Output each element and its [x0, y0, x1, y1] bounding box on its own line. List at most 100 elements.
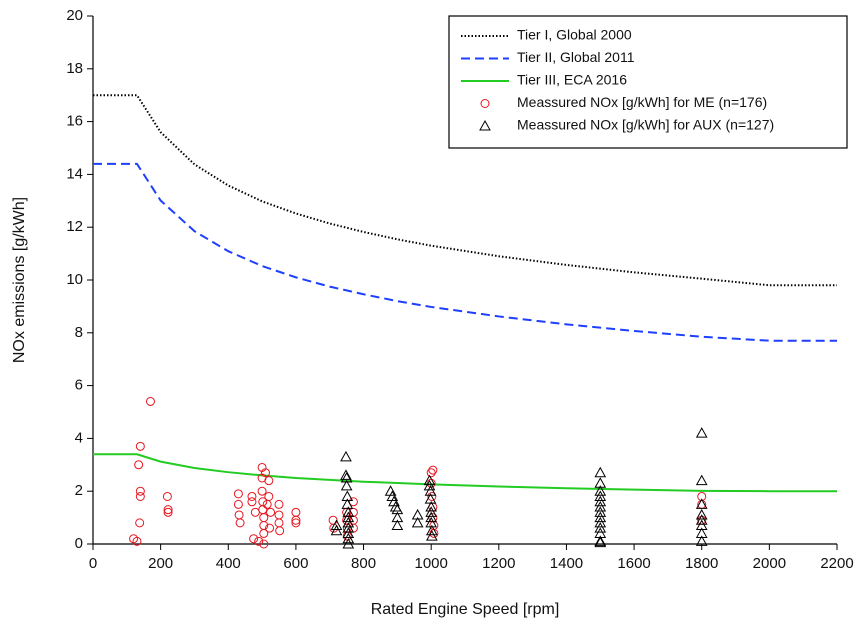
x-tick-label: 1600 — [617, 555, 650, 572]
scatter-point — [391, 519, 404, 531]
scatter-point — [247, 497, 257, 507]
scatter-point — [330, 524, 343, 536]
scatter-point — [135, 441, 145, 451]
scatter-point — [132, 536, 142, 546]
x-tick-label: 2200 — [820, 555, 853, 572]
y-tick-label: 20 — [66, 7, 83, 24]
scatter-point — [425, 511, 438, 523]
scatter-point — [695, 508, 708, 520]
scatter-point — [424, 485, 437, 496]
scatter-point — [234, 510, 244, 520]
scatter-point — [330, 519, 343, 531]
scatter-point — [594, 536, 607, 548]
scatter-point — [425, 506, 438, 517]
scatter-point — [426, 524, 438, 536]
legend-marker — [479, 119, 491, 131]
x-tick-label: 1000 — [414, 555, 447, 572]
legend: Tier I, Global 2000 Tier II, Global 2011 T… — [448, 15, 848, 149]
x-tick-label: 2000 — [753, 555, 786, 572]
scatter-point — [257, 486, 267, 496]
scatter-point — [259, 513, 269, 523]
scatter-point — [342, 506, 355, 517]
legend-label: Tier I, Global 2000 — [517, 27, 632, 43]
scatter-point — [594, 490, 607, 501]
y-tick-label: 6 — [75, 377, 83, 394]
scatter-point — [249, 534, 259, 544]
scatter-point — [258, 505, 268, 515]
scatter-point — [254, 536, 264, 546]
scatter-point — [291, 507, 301, 517]
scatter-point — [594, 506, 607, 517]
scatter-point — [235, 518, 245, 528]
scatter-point — [340, 450, 352, 462]
scatter-point — [342, 516, 355, 528]
y-tick-label: 12 — [66, 218, 83, 235]
scatter-point — [391, 503, 404, 515]
scatter-point — [265, 523, 275, 533]
scatter-point — [594, 511, 607, 523]
legend-label: Tier III, ECA 2016 — [517, 72, 627, 88]
scatter-point — [594, 522, 607, 533]
scatter-point — [594, 466, 607, 478]
scatter-point — [264, 491, 274, 501]
scatter-point — [162, 491, 172, 501]
y-tick-label: 4 — [75, 429, 83, 446]
tier-line — [93, 453, 837, 493]
scatter-point — [291, 515, 301, 525]
scatter-point — [342, 537, 355, 549]
scatter-point — [348, 497, 358, 507]
scatter-point — [594, 535, 607, 546]
y-tick-label: 8 — [75, 324, 83, 341]
scatter-point — [425, 501, 438, 512]
scatter-point — [135, 518, 145, 528]
scatter-point — [427, 491, 437, 501]
scatter-point — [391, 511, 404, 523]
scatter-point — [163, 505, 173, 515]
scatter-point — [695, 427, 708, 438]
scatter-point — [250, 507, 260, 517]
legend-marker — [480, 99, 490, 108]
scatter-point — [428, 465, 438, 475]
legend-label: Meassured NOx [g/kWh] for AUX (n=127) — [517, 117, 774, 133]
scatter-point — [695, 527, 708, 538]
x-tick-label: 1800 — [685, 555, 718, 572]
scatter-point — [695, 514, 708, 525]
scatter-point — [695, 498, 708, 509]
scatter-point — [259, 539, 269, 549]
scatter-point — [340, 471, 353, 483]
y-tick-label: 10 — [66, 271, 83, 288]
scatter-point — [247, 491, 257, 501]
scatter-point — [340, 469, 352, 480]
y-axis-label: NOx emissions [g/kWh] — [11, 197, 28, 363]
scatter-point — [274, 510, 284, 520]
legend-box — [448, 15, 848, 149]
x-tick-label: 800 — [351, 555, 376, 572]
scatter-point — [342, 511, 355, 523]
scatter-point — [259, 528, 269, 538]
scatter-point — [423, 474, 436, 486]
scatter-point — [411, 508, 424, 520]
x-axis-label: Rated Engine Speed [rpm] — [371, 601, 560, 618]
scatter-point — [423, 479, 436, 491]
x-tick-label: 1200 — [482, 555, 515, 572]
x-tick-label: 0 — [89, 555, 97, 572]
scatter-point — [342, 522, 355, 533]
scatter-point — [426, 468, 436, 478]
scatter-point — [340, 479, 353, 491]
scatter-point — [342, 532, 355, 544]
tier-line — [93, 162, 837, 342]
scatter-point — [426, 530, 438, 541]
scatter-point — [266, 507, 276, 517]
scatter-point — [594, 501, 607, 512]
x-tick-label: 400 — [216, 555, 241, 572]
scatter-point — [695, 519, 708, 531]
scatter-point — [328, 515, 338, 525]
legend-label: Tier II, Global 2011 — [517, 49, 635, 65]
x-tick-label: 600 — [283, 555, 308, 572]
scatter-point — [135, 491, 145, 501]
y-tick-label: 16 — [66, 113, 83, 130]
scatter-point — [163, 507, 173, 517]
scatter-point — [411, 516, 424, 528]
scatter-point — [275, 526, 285, 536]
